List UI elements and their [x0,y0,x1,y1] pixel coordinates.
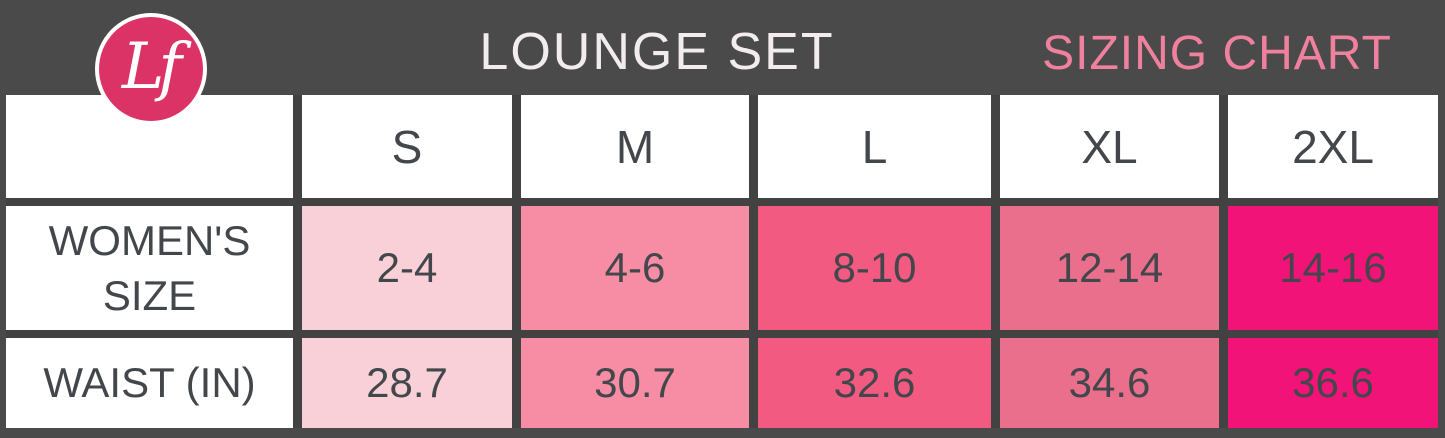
sizing-table: S M L XL 2XL WOMEN'S SIZE 2-4 4-6 8-10 1… [6,95,1438,428]
brand-logo: Lf [95,13,207,125]
womens-size-cell-m: 4-6 [521,206,749,330]
waist-cell-m: 30.7 [521,338,749,428]
waist-cell-xl: 34.6 [1000,338,1219,428]
row-label-waist: WAIST (IN) [6,338,293,428]
size-header-l: L [758,95,991,198]
waist-cell-l: 32.6 [758,338,991,428]
size-header-xl: XL [1000,95,1219,198]
womens-size-cell-2xl: 14-16 [1228,206,1438,330]
row-label-womens-size: WOMEN'S SIZE [6,206,293,330]
banner: Lf LOUNGE SET SIZING CHART [0,0,1445,125]
brand-monogram-icon: Lf [121,30,182,104]
size-header-m: M [521,95,749,198]
womens-size-cell-s: 2-4 [302,206,512,330]
page-title: LOUNGE SET [479,23,835,81]
womens-size-cell-l: 8-10 [758,206,991,330]
waist-cell-2xl: 36.6 [1228,338,1438,428]
sizing-chart-label: SIZING CHART [1042,27,1392,80]
row-label-waist-text: WAIST (IN) [43,359,256,407]
womens-size-cell-xl: 12-14 [1000,206,1219,330]
size-header-s: S [302,95,512,198]
size-header-2xl: 2XL [1228,95,1438,198]
waist-cell-s: 28.7 [302,338,512,428]
row-label-womens-size-text: WOMEN'S SIZE [48,216,251,319]
